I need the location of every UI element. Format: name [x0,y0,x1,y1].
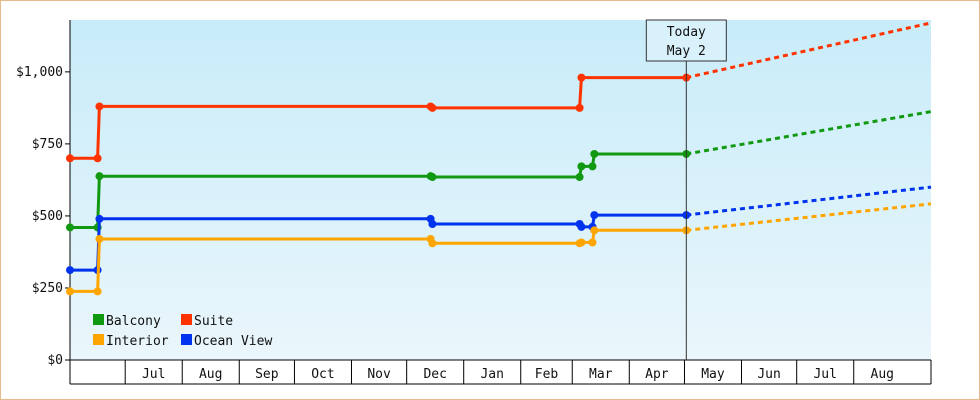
data-point [588,238,597,247]
y-tick-label: $750 [32,137,63,152]
data-point [66,223,74,232]
data-point [95,214,104,223]
y-tick-label: $1,000 [16,65,63,80]
x-tick-label: Aug [199,367,222,382]
today-label-box [645,19,727,62]
x-tick-label: Aug [871,367,894,382]
data-point [428,220,437,228]
x-tick-label: Dec [423,367,446,382]
data-point [428,103,437,112]
x-tick-label: Nov [367,367,391,382]
y-tick-label: $250 [32,281,63,296]
data-point [66,287,74,296]
data-point [66,266,74,275]
series-line-interior [70,228,687,293]
data-point [428,173,437,182]
data-point [577,162,586,171]
y-tick-label: $0 [47,353,63,368]
legend-swatch [181,314,192,325]
data-point [590,211,599,220]
today-date: May 2 [667,44,706,59]
series-line-balcony [70,152,687,229]
x-tick-label: Mar [589,367,613,382]
data-point [93,287,102,296]
plot-background [70,20,931,360]
data-point [95,234,104,243]
data-point [577,222,586,231]
x-tick-label: Jan [480,367,503,382]
legend-label: Balcony [106,314,161,329]
data-point [575,103,584,112]
legend-swatch [93,314,104,325]
x-tick-label: Feb [535,367,559,382]
legend-label: Suite [194,314,233,329]
data-point [95,102,104,111]
data-point [588,162,597,171]
data-point [575,173,584,182]
today-label: Today [667,25,706,40]
data-point [95,172,104,181]
data-point [577,73,586,82]
data-point [428,239,437,248]
data-point [577,238,586,247]
x-tick-label: Apr [645,367,669,382]
legend-swatch [93,334,104,345]
x-tick-label: May [701,367,725,382]
x-tick-label: Jul [813,367,836,382]
x-tick-label: Oct [311,367,334,382]
x-tick-label: Jul [142,367,165,382]
data-point [590,149,599,158]
y-tick-label: $500 [32,209,63,224]
legend-label: Interior [106,334,169,349]
x-tick-label: Sep [255,367,279,382]
data-point [93,154,102,163]
data-point [66,154,74,163]
legend-label: Ocean View [194,334,272,349]
data-point [590,226,599,235]
series-projection-suite [685,21,932,80]
x-tick-label: Jun [757,367,780,382]
legend-swatch [181,334,192,345]
